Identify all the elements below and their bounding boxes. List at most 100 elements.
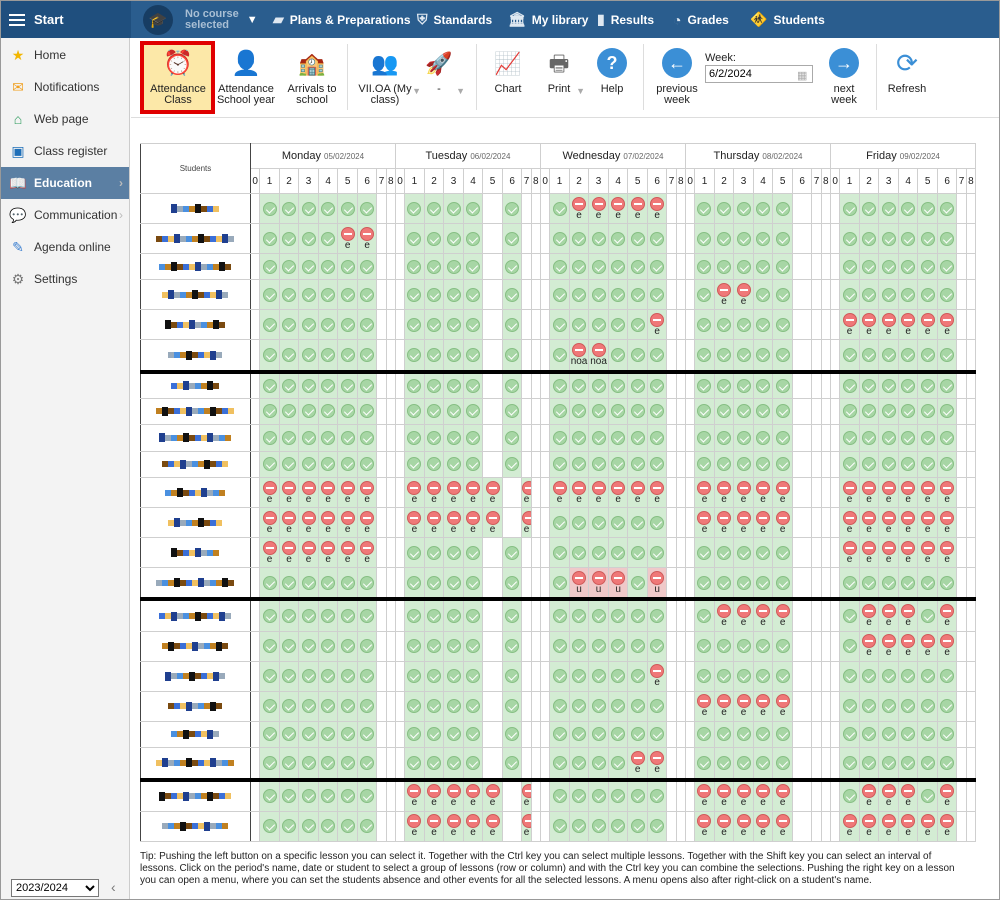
lesson-cell[interactable]: [376, 309, 387, 341]
lesson-cell[interactable]: [917, 371, 938, 399]
period-header[interactable]: 1: [259, 168, 280, 194]
lesson-cell[interactable]: [501, 371, 523, 399]
lesson-cell[interactable]: e: [878, 810, 899, 843]
lesson-cell[interactable]: [858, 747, 880, 782]
day-header[interactable]: Friday 09/02/2024: [830, 143, 976, 169]
lesson-cell[interactable]: [646, 690, 668, 722]
lesson-cell[interactable]: [317, 690, 339, 722]
lesson-cell[interactable]: [404, 279, 425, 311]
lesson-cell[interactable]: [811, 660, 822, 692]
lesson-cell[interactable]: [752, 720, 774, 749]
lesson-cell[interactable]: [839, 339, 860, 374]
lesson-cell[interactable]: [337, 630, 358, 662]
lesson-cell[interactable]: [820, 747, 832, 782]
period-header[interactable]: 6: [356, 168, 378, 194]
period-header[interactable]: 4: [462, 168, 484, 194]
lesson-cell[interactable]: [627, 424, 648, 452]
lesson-cell[interactable]: [423, 397, 445, 426]
lesson-cell[interactable]: e: [423, 476, 445, 509]
calendar-icon[interactable]: ▦: [797, 70, 808, 82]
lesson-cell[interactable]: [820, 450, 832, 479]
lesson-cell[interactable]: [791, 371, 813, 399]
lesson-cell[interactable]: [752, 279, 774, 311]
lesson-cell[interactable]: [278, 720, 300, 749]
lesson-cell[interactable]: [791, 720, 813, 749]
lesson-cell[interactable]: [965, 371, 977, 399]
lesson-cell[interactable]: [521, 309, 532, 341]
day-header[interactable]: Thursday 08/02/2024: [684, 143, 832, 169]
lesson-cell[interactable]: e: [713, 779, 735, 812]
lesson-cell[interactable]: [356, 630, 378, 662]
lesson-cell[interactable]: [394, 279, 406, 311]
lesson-cell[interactable]: e: [694, 779, 715, 812]
lesson-cell[interactable]: [482, 253, 503, 281]
lesson-cell[interactable]: [259, 630, 280, 662]
lesson-cell[interactable]: e: [356, 537, 378, 569]
lesson-cell[interactable]: [376, 476, 387, 509]
lesson-cell[interactable]: [917, 567, 938, 602]
period-header[interactable]: 0: [394, 168, 406, 194]
lesson-cell[interactable]: [772, 720, 793, 749]
lesson-cell[interactable]: [588, 507, 609, 539]
lesson-cell[interactable]: [337, 598, 358, 632]
lesson-cell[interactable]: [811, 339, 822, 374]
lesson-cell[interactable]: [897, 253, 919, 281]
lesson-cell[interactable]: [549, 309, 570, 341]
lesson-cell[interactable]: e: [936, 537, 958, 569]
lesson-cell[interactable]: [521, 279, 532, 311]
lesson-cell[interactable]: [588, 424, 609, 452]
lesson-cell[interactable]: [404, 424, 425, 452]
lesson-cell[interactable]: [675, 660, 686, 692]
lesson-cell[interactable]: [249, 371, 261, 399]
lesson-cell[interactable]: [588, 747, 609, 782]
lesson-cell[interactable]: [376, 537, 387, 569]
lesson-cell[interactable]: [394, 339, 406, 374]
lesson-cell[interactable]: [752, 371, 774, 399]
lesson-cell[interactable]: [530, 476, 542, 509]
lesson-cell[interactable]: [501, 424, 523, 452]
lesson-cell[interactable]: [501, 630, 523, 662]
lesson-cell[interactable]: [791, 450, 813, 479]
lesson-cell[interactable]: [811, 567, 822, 602]
lesson-cell[interactable]: [501, 279, 523, 311]
period-header[interactable]: 7: [376, 168, 387, 194]
lesson-cell[interactable]: [539, 397, 551, 426]
lesson-cell[interactable]: [965, 192, 977, 225]
lesson-cell[interactable]: [278, 660, 300, 692]
lesson-cell[interactable]: [772, 279, 793, 311]
lesson-cell[interactable]: [337, 279, 358, 311]
lesson-cell[interactable]: [820, 567, 832, 602]
help-button[interactable]: ? Help: [591, 46, 633, 95]
student-name-redacted[interactable]: [140, 507, 251, 539]
lesson-cell[interactable]: [337, 397, 358, 426]
period-header[interactable]: 8: [965, 168, 977, 194]
lesson-cell[interactable]: [356, 779, 378, 812]
lesson-cell[interactable]: [385, 371, 396, 399]
lesson-cell[interactable]: [627, 309, 648, 341]
lesson-cell[interactable]: [675, 279, 686, 311]
lesson-cell[interactable]: [820, 660, 832, 692]
lesson-cell[interactable]: [539, 253, 551, 281]
lesson-cell[interactable]: [317, 630, 339, 662]
lesson-cell[interactable]: e: [694, 507, 715, 539]
lesson-cell[interactable]: [956, 537, 967, 569]
lesson-cell[interactable]: [462, 192, 484, 225]
lesson-cell[interactable]: [482, 424, 503, 452]
lesson-cell[interactable]: e: [646, 660, 668, 692]
lesson-cell[interactable]: [482, 630, 503, 662]
lesson-cell[interactable]: [936, 660, 958, 692]
lesson-cell[interactable]: e: [839, 476, 860, 509]
lesson-cell[interactable]: [501, 507, 523, 539]
lesson-cell[interactable]: [249, 397, 261, 426]
lesson-cell[interactable]: e: [897, 537, 919, 569]
lesson-cell[interactable]: [337, 747, 358, 782]
lesson-cell[interactable]: [878, 690, 899, 722]
lesson-cell[interactable]: [443, 720, 464, 749]
lesson-cell[interactable]: e: [733, 279, 754, 311]
lesson-cell[interactable]: [443, 309, 464, 341]
lesson-cell[interactable]: [713, 192, 735, 225]
lesson-cell[interactable]: e: [404, 779, 425, 812]
lesson-cell[interactable]: [772, 192, 793, 225]
lesson-cell[interactable]: e: [549, 476, 570, 509]
lesson-cell[interactable]: [588, 223, 609, 255]
